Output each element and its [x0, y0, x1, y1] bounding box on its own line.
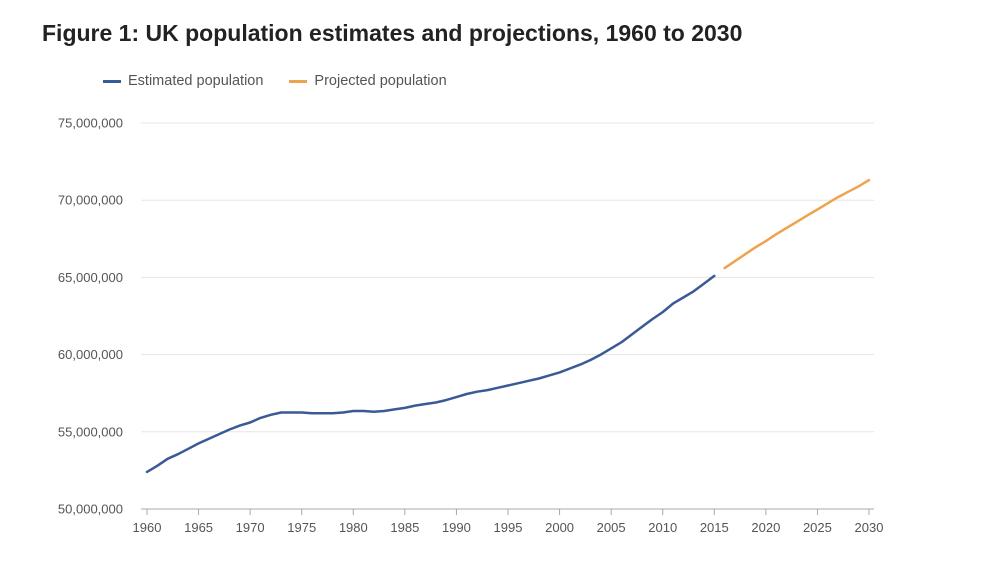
x-tick-label: 1965	[184, 520, 213, 535]
x-tick-label: 2020	[751, 520, 780, 535]
legend-label-estimated: Estimated population	[128, 73, 264, 89]
legend: Estimated population Projected populatio…	[103, 73, 447, 89]
x-tick-label: 1970	[236, 520, 265, 535]
x-tick-label: 1990	[442, 520, 471, 535]
x-tick-label: 1960	[133, 520, 162, 535]
legend-item-projected[interactable]: Projected population	[289, 73, 447, 89]
legend-item-estimated[interactable]: Estimated population	[103, 73, 263, 89]
y-tick-label: 50,000,000	[58, 502, 123, 517]
y-tick-label: 55,000,000	[58, 424, 123, 439]
x-tick-label: 1995	[494, 520, 523, 535]
x-tick-label: 1980	[339, 520, 368, 535]
x-tick-label: 2005	[597, 520, 626, 535]
series-line-estimated	[145, 274, 716, 474]
x-tick-label: 2010	[648, 520, 677, 535]
x-tick-label: 1975	[287, 520, 316, 535]
legend-swatch-estimated	[103, 79, 121, 83]
legend-label-projected: Projected population	[314, 73, 447, 89]
x-tick-label: 1985	[390, 520, 419, 535]
x-tick-label: 2015	[700, 520, 729, 535]
y-tick-label: 60,000,000	[58, 347, 123, 362]
y-tick-label: 65,000,000	[58, 270, 123, 285]
y-tick-label: 70,000,000	[58, 193, 123, 208]
x-tick-label: 2025	[803, 520, 832, 535]
chart-title: Figure 1: UK population estimates and pr…	[42, 20, 743, 46]
x-tick-label: 2030	[855, 520, 884, 535]
x-tick-label: 2000	[545, 520, 574, 535]
legend-swatch-projected	[289, 79, 308, 83]
y-tick-label: 75,000,000	[58, 116, 123, 131]
series-line-projected	[723, 178, 871, 270]
